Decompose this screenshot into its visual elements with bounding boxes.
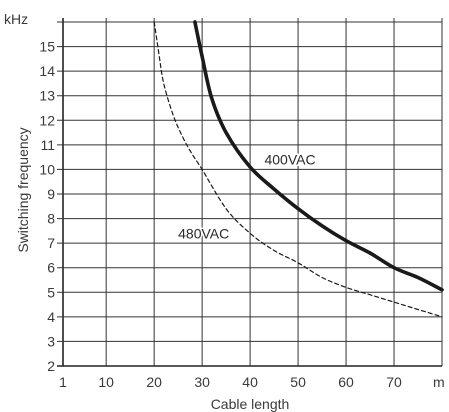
series-lines <box>153 20 444 318</box>
series-label-480vac: 480VAC <box>178 225 229 241</box>
x-tick-label: 10 <box>98 374 114 390</box>
series-line-400vac <box>193 20 444 292</box>
x-tick-label: 20 <box>146 374 162 390</box>
x-axis-title: Cable length <box>211 396 290 412</box>
y-tick-label: 6 <box>47 260 55 276</box>
x-tick-label: 70 <box>386 374 402 390</box>
y-tick-label: 11 <box>40 137 55 153</box>
y-tick-label: 13 <box>39 88 55 104</box>
series-line-480vac <box>153 21 443 318</box>
y-tick-label: 15 <box>39 39 55 55</box>
y-tick-label: 10 <box>39 161 55 177</box>
y-tick-label: 7 <box>47 235 55 251</box>
y-tick-label: 12 <box>39 112 55 128</box>
y-unit-label: kHz <box>4 11 28 27</box>
x-tick-label: 30 <box>194 374 210 390</box>
y-tick-label: 5 <box>47 284 55 300</box>
y-tick-label: 4 <box>47 309 55 325</box>
x-unit-label: m <box>433 374 445 390</box>
series-label-400vac: 400VAC <box>264 152 315 168</box>
y-tick-label: 2 <box>47 358 55 374</box>
grid <box>57 18 443 367</box>
y-tick-label: 3 <box>47 333 55 349</box>
y-tick-label: 9 <box>47 186 55 202</box>
y-tick-label: 14 <box>39 63 55 79</box>
annotations: 400VAC 480VAC <box>177 150 317 243</box>
x-tick-label: 1 <box>59 374 67 390</box>
x-tick-label: 50 <box>290 374 306 390</box>
tick-labels: 2 3 4 5 6 7 8 9 10 11 12 13 14 15 1 10 20 30 40 50 60 70 <box>39 39 402 390</box>
x-tick-label: 40 <box>242 374 258 390</box>
y-axis-title: Switching frequency <box>15 127 31 252</box>
x-tick-label: 60 <box>338 374 354 390</box>
y-tick-label: 8 <box>47 211 55 227</box>
